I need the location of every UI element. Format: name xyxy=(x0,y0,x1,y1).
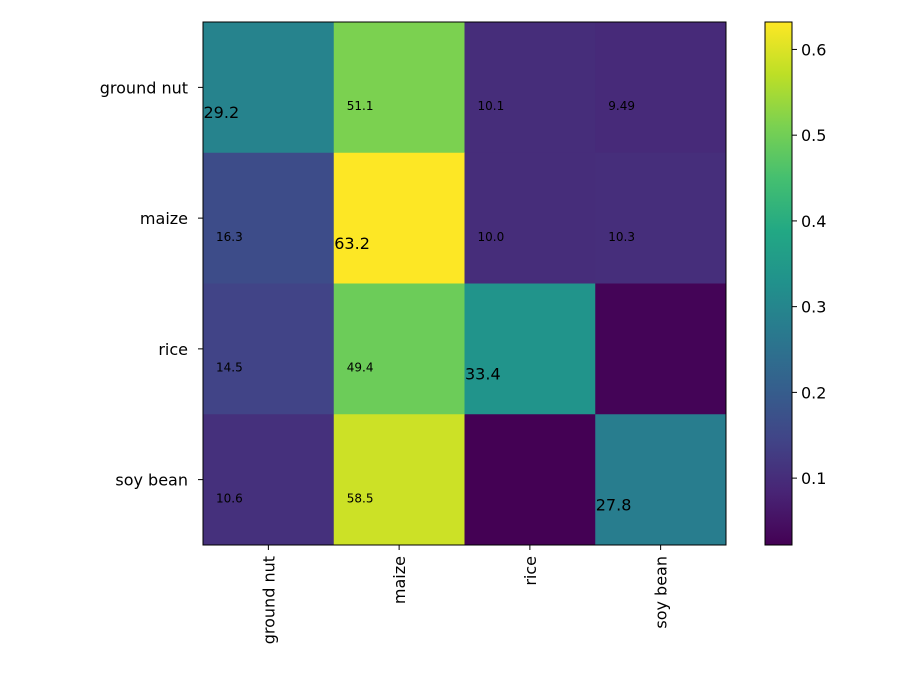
cell-value-label: 10.0 xyxy=(478,230,505,244)
heatmap-cell xyxy=(595,414,727,546)
heatmap-cell xyxy=(464,22,596,154)
colorbar-tick-label: 0.6 xyxy=(801,40,826,59)
y-tick-label: soy bean xyxy=(115,471,188,490)
heatmap-cell xyxy=(333,414,465,546)
heatmap-frame xyxy=(202,21,727,546)
x-tick-label: rice xyxy=(521,556,540,586)
cell-value-label: 63.2 xyxy=(334,234,370,253)
cell-value-label: 29.2 xyxy=(204,103,240,122)
x-tick-label: ground nut xyxy=(259,556,278,644)
cell-value-label: 14.5 xyxy=(216,361,243,375)
colorbar-tick-label: 0.4 xyxy=(801,212,826,231)
colorbar-tick-label: 0.1 xyxy=(801,469,826,488)
colorbar: 0.1 0.2 0.3 0.4 0.5 0.6 xyxy=(764,21,826,546)
x-tick-label: maize xyxy=(390,556,409,604)
heatmap-cell xyxy=(464,414,596,546)
x-tick-label: soy bean xyxy=(652,556,671,629)
colorbar-tick-label: 0.3 xyxy=(801,298,826,317)
cell-value-label: 51.1 xyxy=(347,99,374,113)
y-tick-label: rice xyxy=(158,340,188,359)
cell-value-label: 16.3 xyxy=(216,230,243,244)
colorbar-ticks: 0.1 0.2 0.3 0.4 0.5 0.6 xyxy=(792,40,826,488)
colorbar-tick-label: 0.5 xyxy=(801,126,826,145)
colorbar-tick-label: 0.2 xyxy=(801,383,826,402)
heatmap-cell xyxy=(203,22,335,154)
heatmap-cell xyxy=(333,283,465,415)
colorbar-gradient xyxy=(764,21,793,546)
heatmap-cell xyxy=(333,22,465,154)
cell-value-label: 10.1 xyxy=(478,99,505,113)
heatmap-cells: 29.2 51.1 10.1 9.49 16.3 63.2 10.0 10.3 14.5 49.4… xyxy=(203,22,727,546)
heatmap-cell xyxy=(203,152,335,284)
heatmap-cell xyxy=(203,283,335,415)
y-tick-label: maize xyxy=(140,209,188,228)
cell-value-label: 58.5 xyxy=(347,491,374,505)
heatmap-cell xyxy=(464,283,596,415)
heatmap-cell xyxy=(595,283,727,415)
y-tick-label: ground nut xyxy=(100,78,188,97)
x-axis: ground nut maize rice soy bean xyxy=(259,545,671,644)
cell-value-label: 9.49 xyxy=(608,99,635,113)
cell-value-label: 33.4 xyxy=(465,365,501,384)
y-axis: ground nut maize rice soy bean xyxy=(100,78,203,490)
cell-value-label: 49.4 xyxy=(347,361,374,375)
heatmap-cell xyxy=(333,152,465,284)
heatmap-cell xyxy=(595,22,727,154)
cell-value-label: 10.3 xyxy=(608,230,635,244)
heatmap-cell xyxy=(203,414,335,546)
heatmap-cell xyxy=(464,152,596,284)
heatmap-cell xyxy=(595,152,727,284)
cell-value-label: 10.6 xyxy=(216,491,243,505)
cell-value-label: 27.8 xyxy=(596,495,632,514)
